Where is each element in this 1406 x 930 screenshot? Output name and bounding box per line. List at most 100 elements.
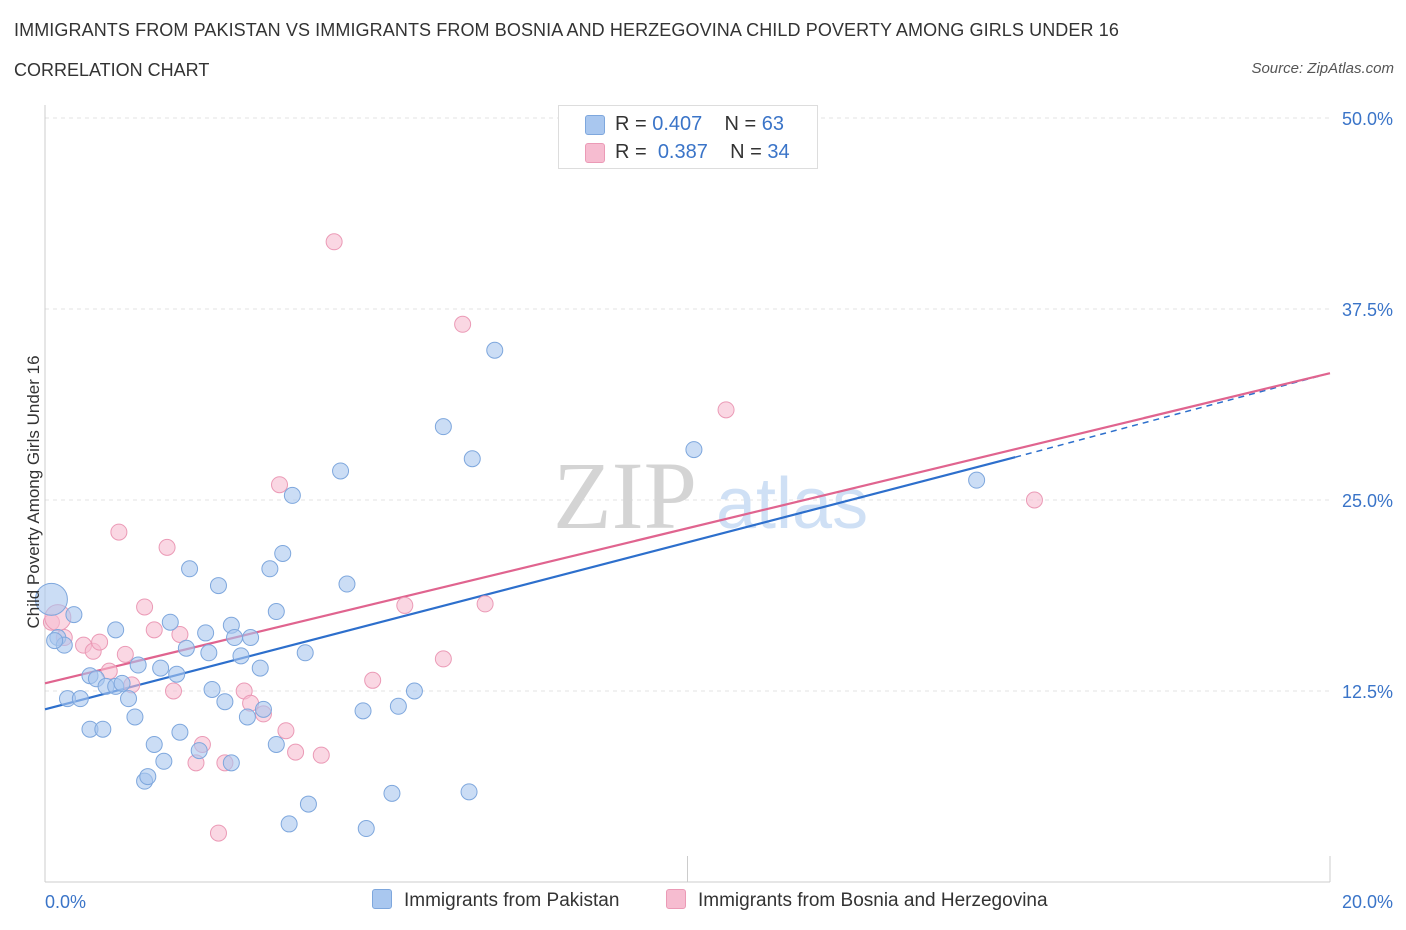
chart-title: IMMIGRANTS FROM PAKISTAN VS IMMIGRANTS F… — [14, 20, 1119, 40]
x-tick-label: 0.0% — [45, 892, 86, 912]
pakistan-point — [171, 723, 189, 741]
bosnia-point — [158, 538, 176, 556]
pakistan-point — [232, 647, 250, 665]
bosnia-point — [209, 824, 227, 842]
pakistan-point — [155, 752, 173, 770]
pakistan-point — [209, 577, 227, 595]
pakistan-point — [254, 700, 272, 718]
pakistan-point — [283, 486, 301, 504]
legend-swatch-blue — [585, 114, 605, 135]
pakistan-point — [261, 560, 279, 578]
bottom-legend-swatch-blue — [372, 888, 392, 909]
bosnia-point — [454, 315, 472, 333]
legend-row-pakistan: R = 0.407 N = 63 — [585, 113, 784, 137]
bosnia-point — [116, 645, 134, 663]
stats-legend: R = 0.407 N = 63 R = 0.387 N = 34 — [558, 105, 818, 169]
pakistan-point — [197, 624, 215, 642]
pakistan-point — [226, 629, 244, 647]
pakistan-point — [238, 708, 256, 726]
bosnia-point — [165, 682, 182, 700]
pakistan-point — [296, 644, 314, 662]
bosnia-trendline — [44, 372, 1331, 685]
pakistan-point — [486, 341, 504, 359]
pakistan-point — [200, 644, 218, 662]
x-tick-label: 20.0% — [1342, 892, 1393, 912]
pakistan-point — [120, 690, 138, 708]
y-axis-label: Child Poverty Among Girls Under 16 — [24, 355, 43, 629]
watermark-zip: ZIP — [553, 442, 697, 549]
pakistan-point — [181, 560, 199, 578]
pakistan-point — [222, 754, 240, 772]
pakistan-point — [460, 783, 478, 801]
legend-r-value: 0.407 — [652, 113, 703, 135]
pakistan-point — [152, 659, 170, 677]
bosnia-point — [171, 625, 189, 643]
pakistan-point — [107, 621, 125, 639]
pakistan-point — [145, 735, 163, 753]
bosnia-point — [1025, 491, 1043, 509]
pakistan-point — [177, 639, 195, 657]
pakistan-point — [274, 544, 292, 562]
legend-n-value: 34 — [767, 141, 790, 163]
bosnia-point — [145, 621, 163, 639]
pakistan-point — [94, 720, 112, 738]
pakistan-point — [968, 471, 986, 489]
y-tick-label: 12.5% — [1342, 682, 1393, 702]
bosnia-point — [396, 596, 414, 614]
bosnia-point — [476, 595, 494, 613]
pakistan-point — [168, 665, 186, 683]
legend-n-value: 63 — [761, 113, 785, 135]
pakistan-point — [383, 784, 401, 802]
pakistan-point — [65, 606, 83, 624]
bottom-legend-swatch-pink — [666, 888, 686, 909]
pakistan-point — [332, 462, 350, 480]
pakistan-point — [113, 674, 131, 692]
bosnia-point — [91, 633, 109, 651]
y-tick-label: 50.0% — [1342, 109, 1393, 129]
pakistan-point — [190, 742, 208, 760]
legend-r-label: R = — [615, 141, 647, 163]
pakistan-point — [267, 735, 285, 753]
bosnia-point — [364, 671, 382, 689]
bosnia-point — [277, 722, 295, 740]
pakistan-trendline — [44, 456, 1016, 711]
pakistan-point — [216, 693, 234, 711]
pakistan-point — [203, 680, 221, 698]
pakistan-point — [267, 603, 285, 621]
y-tick-label: 37.5% — [1342, 300, 1393, 320]
legend-n-label: N = — [730, 141, 762, 163]
pakistan-point — [354, 702, 372, 720]
legend-row-bosnia: R = 0.387 N = 34 — [585, 141, 790, 165]
legend-n-label: N = — [724, 113, 757, 135]
pakistan-point — [280, 815, 298, 833]
pakistan-point — [242, 629, 260, 647]
pakistan-point — [389, 697, 407, 715]
bosnia-point — [312, 746, 330, 764]
pakistan-point — [463, 450, 481, 468]
pakistan-point — [299, 795, 317, 813]
pakistan-point — [71, 690, 89, 708]
bosnia-point — [136, 598, 154, 616]
pakistan-point — [139, 768, 157, 786]
bosnia-point — [271, 476, 289, 494]
bottom-legend-bosnia: Immigrants from Bosnia and Herzegovina — [666, 888, 1048, 912]
legend-r-label: R = — [615, 113, 647, 135]
bosnia-point — [325, 233, 343, 251]
pakistan-point — [405, 682, 423, 700]
pakistan-trendline-extension — [1014, 372, 1331, 458]
pakistan-point — [434, 418, 452, 436]
bosnia-point — [287, 743, 305, 761]
pakistan-point — [161, 613, 179, 631]
bottom-legend-label: Immigrants from Bosnia and Herzegovina — [698, 890, 1048, 911]
source-credit: Source: ZipAtlas.com — [1251, 60, 1394, 77]
y-tick-label: 25.0% — [1342, 491, 1393, 511]
pakistan-point — [46, 632, 64, 650]
pakistan-point — [126, 708, 144, 726]
pakistan-point — [357, 820, 375, 838]
legend-r-value: 0.387 — [657, 141, 708, 163]
bosnia-point — [717, 401, 735, 419]
pakistan-point — [34, 582, 68, 616]
pakistan-point — [251, 659, 269, 677]
chart-subtitle: CORRELATION CHART — [14, 60, 210, 80]
